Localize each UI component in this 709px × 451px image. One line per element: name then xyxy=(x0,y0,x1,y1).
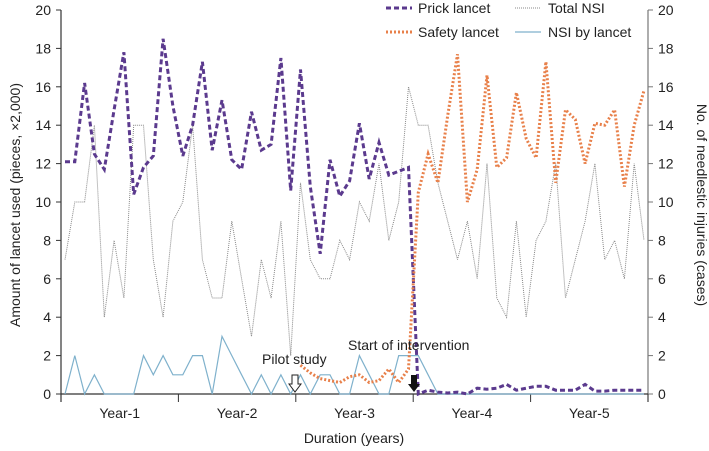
y-right-tick-label: 2 xyxy=(658,348,666,364)
legend-prick-lancet: Prick lancet xyxy=(418,0,490,16)
series-safety-lancet xyxy=(299,53,646,386)
y-axis-right-label: No. of needlestic injuries (cases) xyxy=(694,104,709,306)
y-tick-label: 16 xyxy=(35,79,51,95)
y-right-tick-label: 16 xyxy=(658,79,674,95)
y-tick-label: 18 xyxy=(35,40,51,56)
x-tick-label: Year-1 xyxy=(99,405,140,421)
y-tick-label: 8 xyxy=(43,232,51,248)
series-prick-lancet xyxy=(65,38,644,397)
x-tick-label: Year-4 xyxy=(452,405,493,421)
pilot-arrow-icon xyxy=(288,374,302,393)
x-axis-label: Duration (years) xyxy=(304,430,404,446)
y-tick-label: 12 xyxy=(35,156,51,172)
x-axis: Year-1 Year-2 Year-3 Year-4 Year-5 xyxy=(60,393,649,421)
y-axis-label: Amount of lancet used (pieces, ×2,000) xyxy=(7,83,23,327)
y-tick-label: 4 xyxy=(43,309,51,325)
legend-safety-lancet: Safety lancet xyxy=(418,24,499,40)
y-right-tick-label: 4 xyxy=(658,309,666,325)
y-right-tick-label: 0 xyxy=(658,386,666,402)
series-lines xyxy=(64,38,646,397)
y-tick-label: 20 xyxy=(35,2,51,18)
y-right-tick-label: 18 xyxy=(658,40,674,56)
legend-nsi-by-lancet: NSI by lancet xyxy=(548,24,631,40)
x-tick-label: Year-5 xyxy=(569,405,610,421)
annotation-pilot-study: Pilot study xyxy=(262,351,327,367)
annotation-start-intervention: Start of intervention xyxy=(348,337,469,353)
y-tick-label: 2 xyxy=(43,348,51,364)
left-y-axis: 0 2 4 6 8 10 12 14 16 18 20 xyxy=(35,2,62,402)
intervention-arrow-icon xyxy=(408,375,420,392)
y-right-tick-label: 8 xyxy=(658,232,666,248)
legend-total-nsi: Total NSI xyxy=(548,0,605,16)
series-total-nsi xyxy=(64,86,645,356)
y-tick-label: 6 xyxy=(43,271,51,287)
y-right-tick-label: 14 xyxy=(658,117,674,133)
right-y-axis: 0 2 4 6 8 10 12 14 16 18 20 xyxy=(647,2,674,402)
y-right-tick-label: 12 xyxy=(658,156,674,172)
y-tick-label: 0 xyxy=(43,386,51,402)
x-tick-label: Year-3 xyxy=(334,405,375,421)
x-tick-label: Year-2 xyxy=(217,405,258,421)
legend: Prick lancet Safety lancet Total NSI NSI… xyxy=(386,0,631,40)
y-right-tick-label: 6 xyxy=(658,271,666,287)
y-right-tick-label: 10 xyxy=(658,194,674,210)
y-tick-label: 10 xyxy=(35,194,51,210)
y-tick-label: 14 xyxy=(35,117,51,133)
y-right-tick-label: 20 xyxy=(658,2,674,18)
